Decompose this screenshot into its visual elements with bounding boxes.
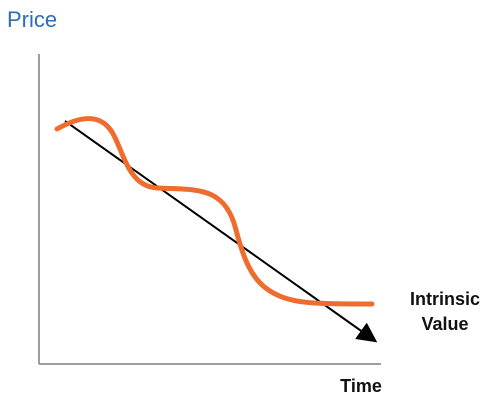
price-curve (54, 116, 375, 307)
intrinsic-label-line-1: Intrinsic (410, 289, 480, 309)
intrinsic-value-trend-arrow (64, 120, 378, 343)
y-axis-label: Price (7, 7, 57, 32)
x-axis-label: Time (340, 376, 382, 396)
intrinsic-label-line-2: Value (421, 314, 468, 334)
